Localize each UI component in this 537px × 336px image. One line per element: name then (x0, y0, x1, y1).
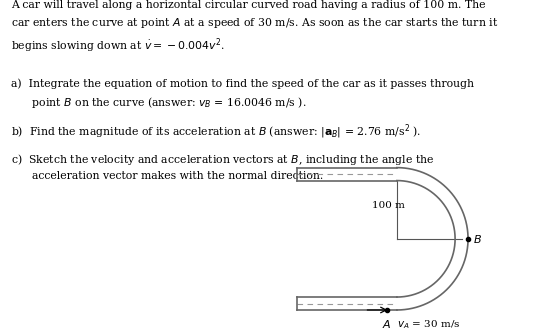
Text: $A$: $A$ (382, 318, 392, 330)
Text: b)  Find the magnitude of its acceleration at $B$ (answer: $|\mathbf{a}_B|$ = 2.: b) Find the magnitude of its acceleratio… (11, 122, 421, 141)
Text: A car will travel along a horizontal circular curved road having a radius of 100: A car will travel along a horizontal cir… (11, 0, 498, 55)
Text: a)  Integrate the equation of motion to find the speed of the car as it passes t: a) Integrate the equation of motion to f… (11, 79, 474, 110)
Text: 100 m: 100 m (372, 201, 405, 210)
Text: $B$: $B$ (473, 233, 482, 245)
Text: $v_A$ = 30 m/s: $v_A$ = 30 m/s (397, 318, 460, 331)
Text: c)  Sketch the velocity and acceleration vectors at $B$, including the angle the: c) Sketch the velocity and acceleration … (11, 152, 434, 181)
